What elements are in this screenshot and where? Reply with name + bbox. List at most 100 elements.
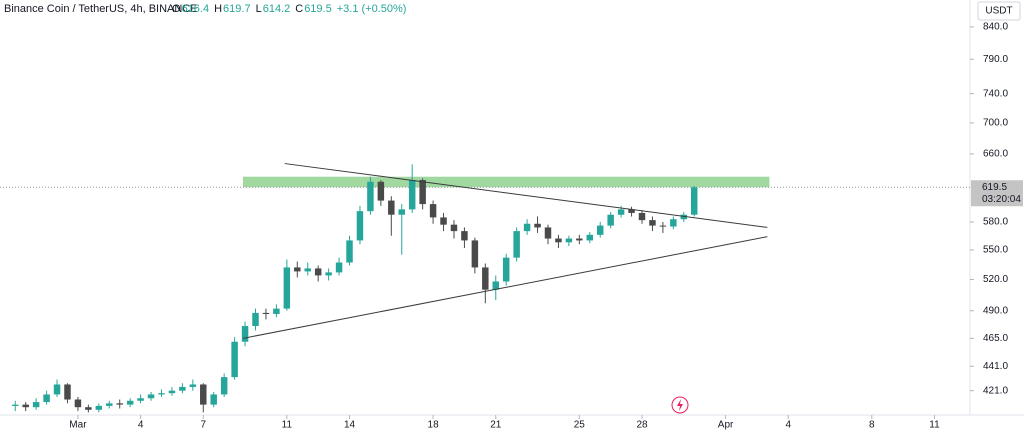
candle-body [471, 240, 479, 268]
candle-body [638, 212, 646, 221]
candle-body [283, 267, 291, 309]
candle-body [461, 231, 468, 241]
candle-body [596, 225, 604, 235]
candle-body [126, 400, 134, 405]
candle-body [74, 399, 82, 408]
candle-body [158, 393, 165, 395]
candle-body [241, 326, 249, 342]
y-tick-label: 840.0 [983, 22, 1008, 33]
last-price-label: 619.5 [982, 182, 1007, 193]
ohlc-value: 616.4 [182, 3, 210, 15]
candle-body [492, 281, 499, 290]
candle-body [168, 390, 176, 394]
candle-body [43, 394, 50, 403]
trend-line [242, 236, 768, 339]
candle-body [628, 209, 635, 213]
candle-body [64, 384, 71, 400]
candle-body [649, 220, 656, 226]
candle-body [116, 403, 123, 405]
candle-body [32, 402, 40, 408]
candle-body [419, 180, 426, 205]
last-price-box [971, 180, 1023, 207]
candle-body [314, 268, 322, 276]
candle-body [210, 394, 217, 405]
candle-body [262, 312, 270, 314]
ohlc-key: L [256, 3, 262, 15]
y-tick-label: 441.0 [983, 361, 1008, 372]
y-tick-label: 550.0 [983, 245, 1008, 256]
candle-body [513, 231, 520, 258]
x-tick-label: 7 [200, 420, 206, 431]
candle-body [429, 204, 437, 218]
y-tick-label: 740.0 [983, 88, 1008, 99]
y-tick-label: 520.0 [983, 274, 1008, 285]
candle-body [356, 211, 364, 241]
candle-body [85, 407, 92, 410]
header: Binance Coin / TetherUS, 4h, BINANCE O 61… [4, 3, 406, 15]
candle-body [440, 217, 447, 225]
y-tick-label: 465.0 [983, 333, 1008, 344]
candle-body [367, 181, 374, 212]
x-tick-label: 11 [282, 420, 293, 431]
candle-body [502, 257, 510, 282]
x-tick-label: 25 [574, 420, 586, 431]
candle-body [680, 214, 688, 220]
candle-body [346, 240, 353, 263]
x-tick-label: Apr [718, 420, 734, 431]
candle-body [576, 238, 583, 241]
candle-body [670, 219, 677, 227]
y-tick-label: 490.0 [983, 305, 1008, 316]
y-tick-label: 790.0 [983, 54, 1008, 65]
candle-body [106, 403, 113, 406]
candle-body [325, 272, 332, 276]
candle-body [523, 223, 531, 232]
candle-body [53, 384, 61, 395]
y-tick-label: 580.0 [983, 217, 1008, 228]
candle-body [252, 312, 259, 327]
candle-body [220, 377, 228, 395]
candle-body [398, 209, 405, 215]
x-tick-label: 14 [344, 420, 356, 431]
ohlc-key: H [214, 3, 222, 15]
ohlc-value: 619.7 [223, 3, 251, 15]
candle-body [555, 238, 562, 243]
x-tick-label: 11 [929, 420, 940, 431]
candle-body [377, 181, 385, 201]
events-bolt [677, 399, 683, 411]
change: +3.1 (+0.50%) [337, 3, 407, 15]
candle-body [617, 209, 625, 215]
candle-body [294, 267, 301, 272]
candle-body [450, 224, 458, 232]
candle-body [335, 262, 343, 273]
trend-line [284, 163, 768, 228]
symbol: Binance Coin / TetherUS, 4h, BINANCE [4, 3, 198, 15]
ohlc-key: O [172, 3, 181, 15]
x-tick-label: 4 [138, 420, 144, 431]
candle-body [273, 308, 280, 314]
candle-body [586, 234, 594, 241]
candle-body [408, 180, 416, 210]
x-tick-label: 18 [428, 420, 440, 431]
x-tick-label: 21 [490, 420, 502, 431]
ohlc-value: 614.2 [263, 3, 291, 15]
candle-body [147, 394, 155, 399]
candle-body [95, 405, 103, 410]
candle-body [189, 384, 197, 387]
currency: USDT [985, 6, 1012, 17]
ohlc-key: C [295, 3, 303, 15]
candle-body [304, 268, 311, 272]
candle-body [690, 187, 698, 215]
x-tick-label: 28 [636, 420, 648, 431]
candle-body [482, 267, 489, 290]
countdown: 03:20:04 [982, 194, 1021, 205]
y-tick-label: 700.0 [983, 118, 1008, 129]
candle-body [179, 386, 186, 391]
y-tick-label: 660.0 [983, 149, 1008, 160]
candle-body [659, 225, 667, 227]
candle-body [565, 238, 573, 243]
candle-body [388, 200, 395, 215]
x-tick-label: 8 [869, 420, 875, 431]
currency-box[interactable] [977, 1, 1021, 21]
